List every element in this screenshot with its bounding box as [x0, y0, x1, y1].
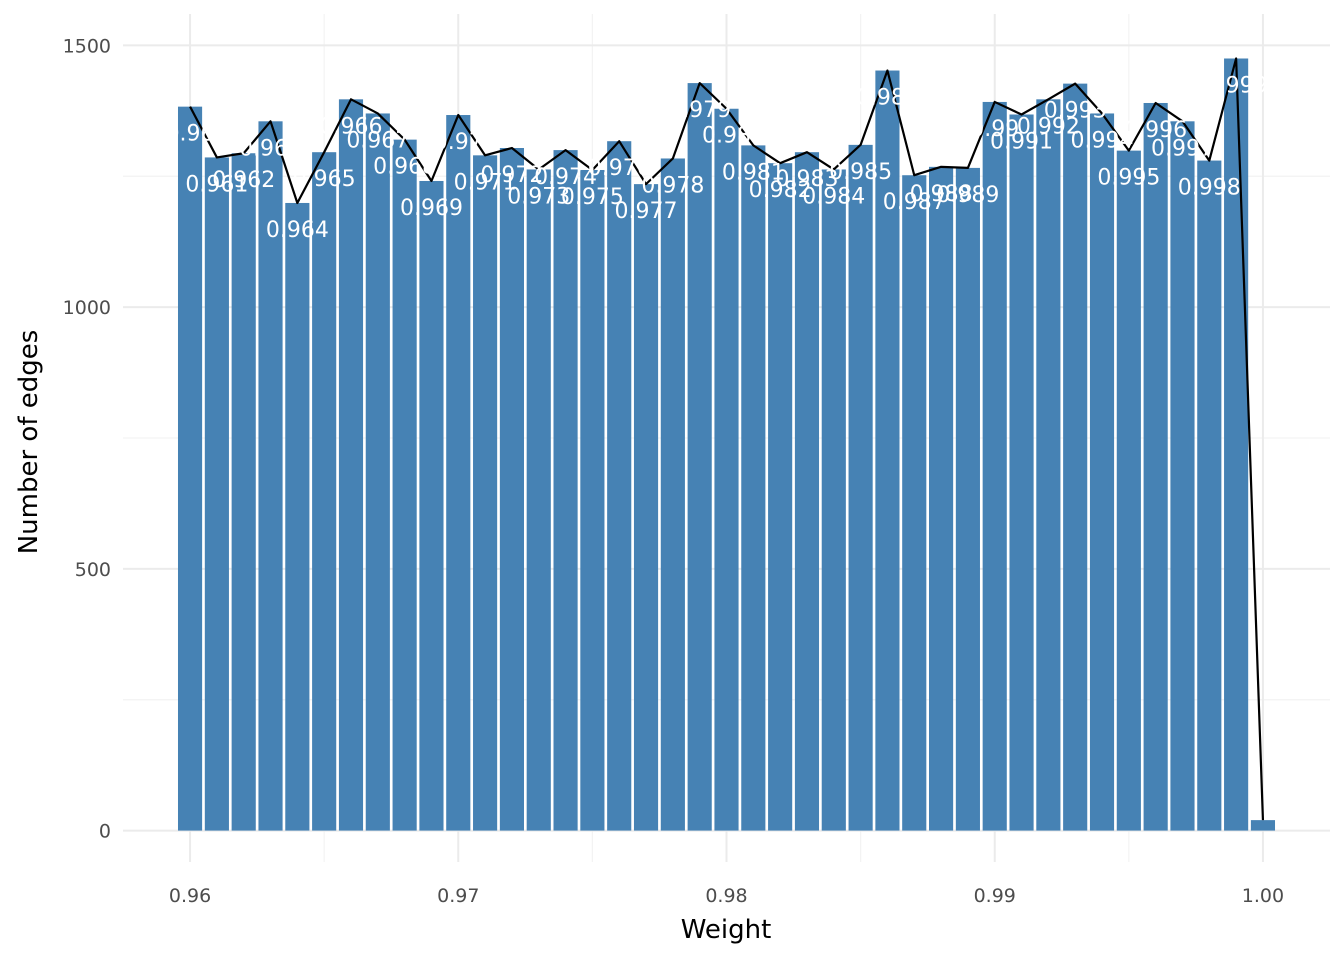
bar — [177, 106, 203, 831]
bar-value-label: 0.995 — [1097, 166, 1160, 191]
bar — [446, 115, 471, 831]
bar-value-label: 0.966 — [319, 114, 382, 139]
bar — [1224, 58, 1249, 831]
bar-value-label: 0.982 — [749, 178, 812, 203]
y-axis-ticks: 0 500 1000 1500 — [63, 35, 111, 842]
bar — [848, 144, 873, 831]
bar-value-label: 0.99 — [970, 117, 1019, 142]
bar-value-label: 0.962 — [212, 168, 275, 193]
bar — [392, 139, 417, 831]
bar-value-label: 0.984 — [802, 184, 865, 209]
bar-value-label: 0.985 — [829, 160, 892, 185]
bar-value-label: 0.991 — [990, 130, 1053, 155]
y-tick-label: 1500 — [63, 35, 111, 57]
bar-value-label: 0.997 — [1151, 136, 1214, 161]
bar-value-label: 0.978 — [641, 173, 704, 198]
bar — [1197, 160, 1222, 831]
bar — [499, 148, 524, 831]
bar-value-label: 0.976 — [588, 156, 651, 181]
bar — [1036, 99, 1061, 831]
bar — [1063, 83, 1088, 831]
x-tick-label: 0.98 — [705, 885, 747, 907]
bar-value-label: 0.998 — [1178, 176, 1241, 201]
y-tick-label: 0 — [99, 821, 111, 843]
bar — [285, 202, 310, 831]
bar — [204, 157, 229, 831]
bar-value-label: 0.983 — [775, 167, 838, 192]
bar — [607, 141, 632, 831]
bar — [258, 121, 283, 831]
count-line — [189, 57, 1265, 821]
bar — [1143, 102, 1168, 831]
bar — [714, 108, 739, 831]
x-tick-label: 1.00 — [1242, 885, 1284, 907]
bar-value-label: 0.993 — [1044, 99, 1107, 124]
bar-labels: 0.960.9610.9620.9630.9640.9650.9660.9670… — [166, 73, 1268, 242]
bar-value-label: 0.968 — [373, 155, 436, 180]
bar-value-label: 0.974 — [534, 165, 597, 190]
bar — [580, 169, 605, 831]
bar-value-label: 0.999 — [1205, 73, 1268, 98]
y-tick-label: 500 — [75, 559, 111, 581]
bar-value-label: 0.988 — [910, 182, 973, 207]
bar-value-label: 0.963 — [239, 136, 302, 161]
bar — [231, 153, 256, 831]
bar — [1116, 150, 1141, 831]
bar-value-label: 0.967 — [346, 128, 409, 153]
bar — [902, 175, 927, 831]
y-axis-title: Number of edges — [14, 330, 44, 555]
bar — [929, 166, 954, 831]
bar-value-label: 0.987 — [883, 190, 946, 215]
bar — [526, 169, 551, 831]
x-axis-ticks: 0.96 0.97 0.98 0.99 1.00 — [169, 885, 1284, 907]
bar — [687, 83, 712, 831]
bar — [821, 169, 846, 831]
bar-value-label: 0.975 — [561, 185, 624, 210]
y-tick-label: 1000 — [63, 297, 111, 319]
bar-value-label: 0.972 — [480, 163, 543, 188]
bar-value-label: 0.969 — [400, 196, 463, 221]
bar — [365, 113, 390, 831]
bar — [794, 152, 820, 831]
bar-value-label: 0.964 — [266, 218, 329, 243]
bar-value-label: 0.977 — [615, 199, 678, 224]
bar — [553, 150, 578, 831]
bar-value-label: 0.965 — [293, 167, 356, 192]
bar — [338, 99, 364, 831]
bar — [1089, 113, 1115, 831]
bar — [1170, 121, 1195, 831]
bar — [633, 184, 659, 831]
bar — [741, 145, 766, 831]
x-axis-title: Weight — [681, 915, 772, 945]
bar — [955, 167, 980, 831]
bars — [177, 58, 1276, 831]
bar — [1250, 820, 1276, 831]
bar-value-label: 0.989 — [936, 183, 999, 208]
bar — [1009, 114, 1034, 831]
bar — [768, 163, 793, 831]
x-tick-label: 0.96 — [169, 885, 211, 907]
bar — [419, 180, 444, 831]
bar-value-label: 0.98 — [702, 124, 751, 149]
bar — [473, 155, 498, 831]
bar-value-label: 0.986 — [856, 86, 919, 111]
bar — [660, 158, 685, 831]
bar-value-label: 0.981 — [722, 160, 785, 185]
bar-value-label: 0.996 — [1124, 118, 1187, 143]
bar-value-label: 0.992 — [1017, 114, 1080, 139]
bar-value-label: 0.979 — [668, 98, 731, 123]
x-tick-label: 0.97 — [437, 885, 479, 907]
bar-value-label: 0.96 — [166, 122, 215, 147]
bar-value-label: 0.973 — [507, 184, 570, 209]
bar-value-label: 0.961 — [185, 172, 248, 197]
bar — [312, 152, 337, 831]
x-tick-label: 0.99 — [974, 885, 1016, 907]
bar-value-label: 0.971 — [454, 170, 517, 195]
bar-value-label: 0.97 — [434, 130, 483, 155]
bar — [982, 101, 1007, 831]
bar-value-label: 0.994 — [1071, 128, 1134, 153]
bar — [875, 70, 900, 831]
